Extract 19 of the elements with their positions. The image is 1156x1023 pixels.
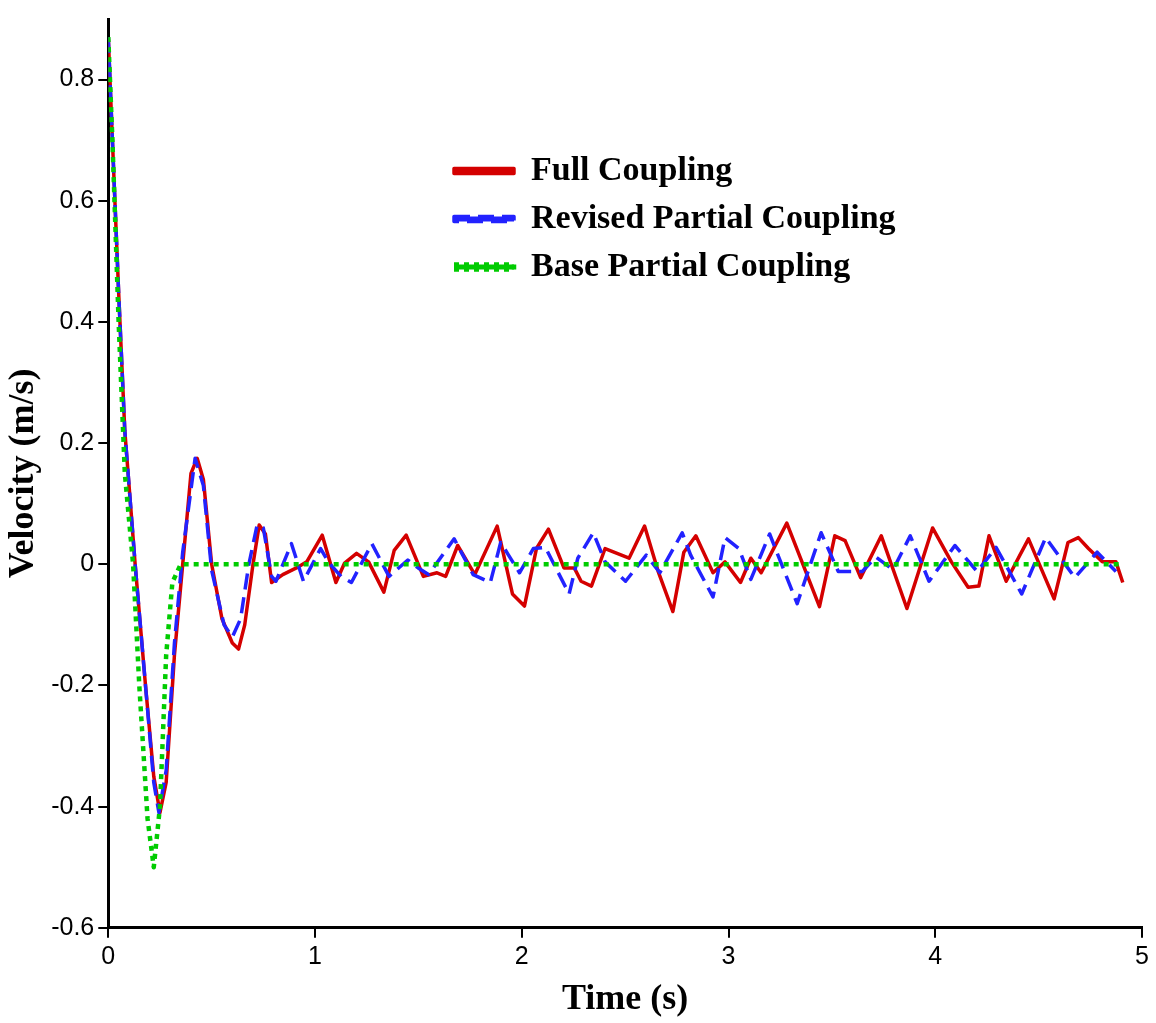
x-tick-label: 5 [1135, 940, 1149, 969]
x-tick-label: 0 [101, 940, 116, 969]
y-tick-label: -0.4 [51, 790, 95, 819]
x-tick-label: 2 [514, 940, 529, 969]
legend-label: Base Partial Coupling [531, 245, 851, 283]
legend-label: Revised Partial Coupling [531, 197, 896, 235]
x-tick-label: 4 [928, 940, 943, 969]
y-tick-label: 0.2 [59, 427, 95, 455]
y-axis-title: Velocity (m/s) [0, 368, 41, 579]
legend-label: Full Coupling [531, 149, 733, 187]
y-tick-label: 0.6 [59, 184, 95, 213]
x-tick-label: 1 [308, 940, 322, 969]
y-tick-label: 0.4 [59, 305, 95, 334]
y-tick-label: -0.2 [51, 669, 95, 698]
x-axis-title: Time (s) [561, 976, 689, 1017]
y-tick-label: 0 [80, 548, 95, 577]
x-tick-label: 3 [721, 940, 736, 969]
y-tick-label: 0.8 [59, 63, 95, 92]
y-tick-label: -0.6 [51, 911, 95, 940]
